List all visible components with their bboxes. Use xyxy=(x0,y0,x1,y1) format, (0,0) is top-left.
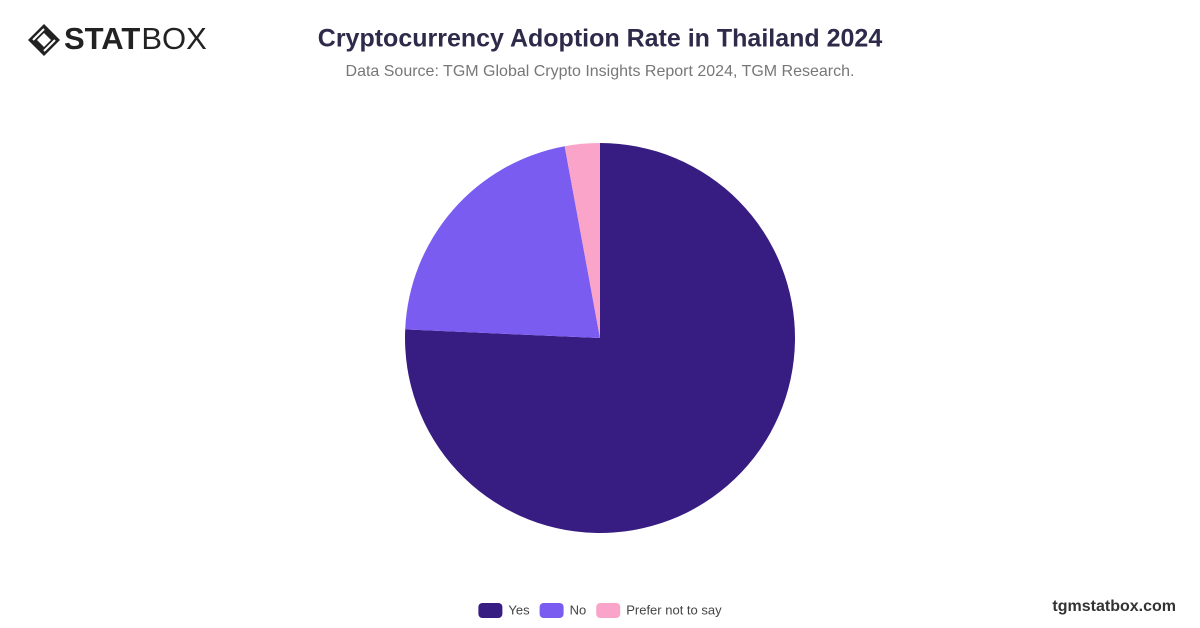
chart-subtitle: Data Source: TGM Global Crypto Insights … xyxy=(346,63,855,80)
logo-text: BOX xyxy=(141,21,207,56)
chart-title: Cryptocurrency Adoption Rate in Thailand… xyxy=(318,25,883,53)
legend-swatch xyxy=(596,603,621,618)
logo-text: STAT xyxy=(64,21,140,56)
legend-label: Yes xyxy=(508,602,530,617)
pie-slice xyxy=(564,143,600,338)
legend-swatch xyxy=(539,603,564,618)
logo-icon xyxy=(28,24,60,56)
legend-label: Prefer not to say xyxy=(626,602,722,617)
pie-slice xyxy=(405,146,600,338)
legend-label: No xyxy=(570,602,587,617)
website: tgmstatbox.com xyxy=(1052,598,1176,615)
legend-swatch xyxy=(478,603,503,618)
